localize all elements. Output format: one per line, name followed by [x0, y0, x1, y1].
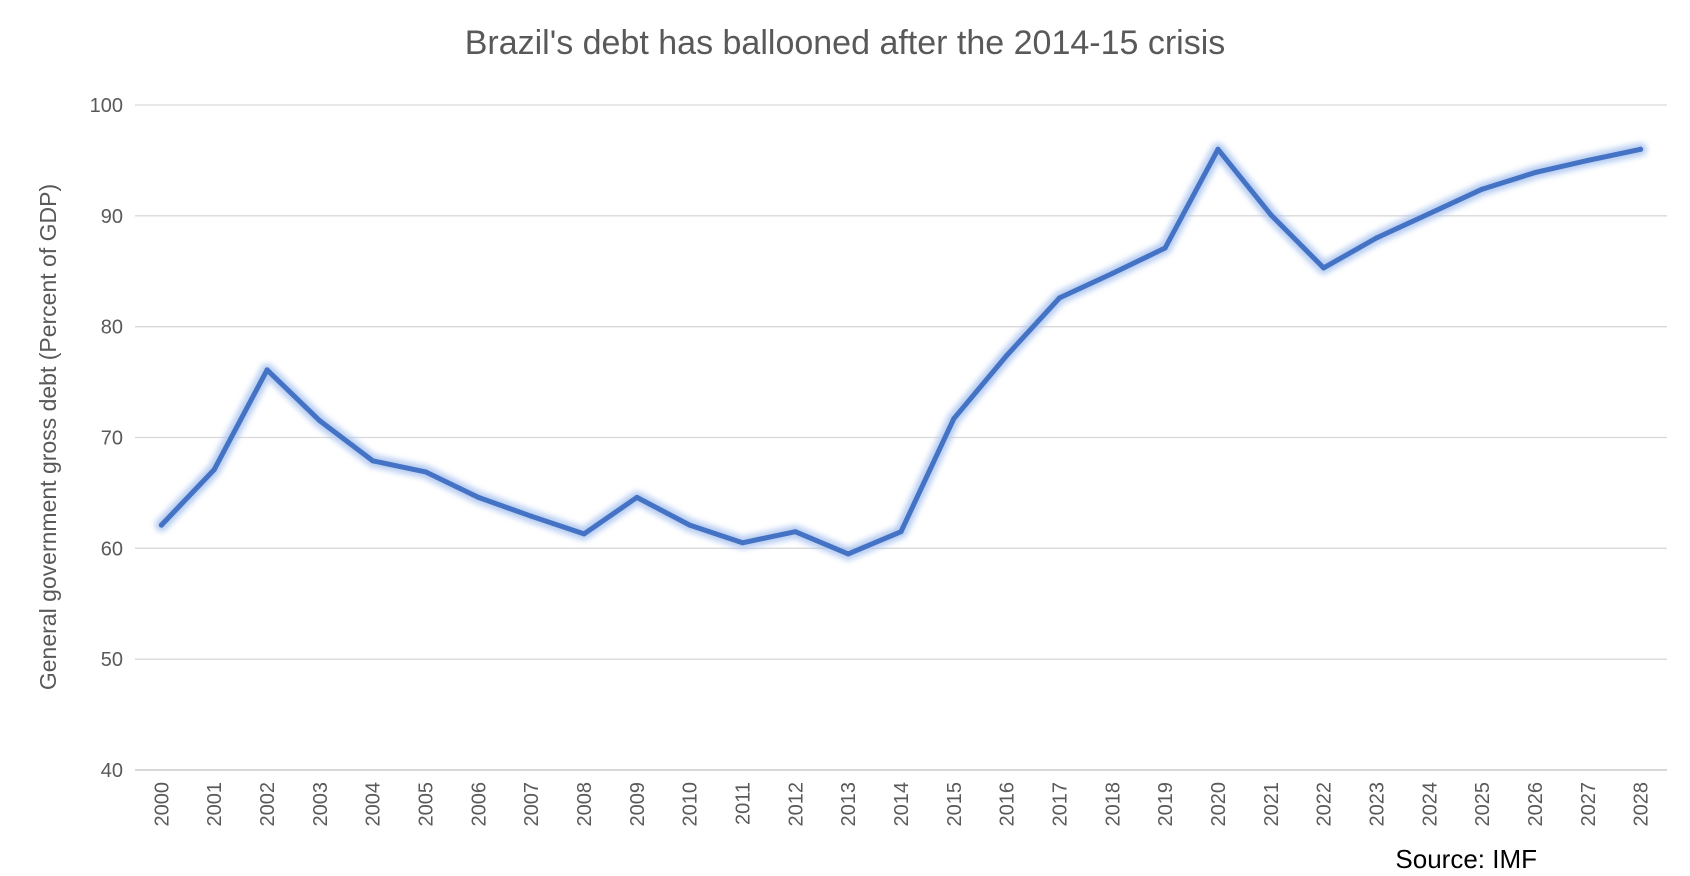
x-tick-label: 2021 — [1261, 782, 1283, 827]
data-point-2015 — [951, 416, 957, 422]
x-tick-label: 2016 — [997, 782, 1019, 827]
data-point-2011 — [740, 540, 745, 546]
series-line — [158, 146, 1644, 557]
series-layer — [154, 142, 1648, 561]
x-tick-label: 2028 — [1631, 782, 1653, 827]
x-tick-label: 2003 — [310, 782, 332, 827]
x-tick-label: 2013 — [838, 782, 860, 827]
x-tick-label: 2012 — [785, 782, 807, 827]
x-tick-label: 2005 — [416, 782, 438, 827]
data-point-2006 — [475, 494, 481, 500]
x-tick-label: 2007 — [521, 782, 543, 827]
source-annotation: Source: IMF — [1395, 844, 1537, 874]
data-point-2024 — [1426, 211, 1432, 217]
y-tick-label: 80 — [101, 317, 123, 339]
x-tick-label: 2018 — [1102, 782, 1124, 827]
y-axis-ticks: 40 50 60 70 80 90 100 — [90, 95, 123, 782]
data-point-2017 — [1057, 295, 1062, 301]
x-tick-label: 2025 — [1472, 782, 1494, 827]
x-tick-label: 2024 — [1419, 782, 1441, 827]
y-tick-label: 60 — [101, 538, 123, 560]
x-tick-label: 2008 — [574, 782, 596, 827]
x-tick-label: 2014 — [891, 782, 913, 827]
data-point-2026 — [1532, 170, 1538, 176]
x-tick-label: 2015 — [944, 782, 966, 827]
x-axis-ticks: 2000 2001 2002 2003 2004 2005 2006 2007 2008 2009… — [151, 782, 1652, 827]
data-point-2004 — [370, 458, 376, 464]
x-tick-label: 2002 — [257, 782, 279, 827]
y-tick-label: 100 — [90, 95, 123, 117]
data-point-2013 — [845, 551, 851, 557]
data-point-2014 — [898, 529, 904, 535]
data-point-2028 — [1638, 146, 1644, 152]
x-tick-label: 2004 — [363, 782, 385, 827]
data-point-2010 — [687, 522, 693, 528]
data-point-2025 — [1479, 186, 1485, 192]
x-tick-label: 2001 — [204, 782, 226, 827]
x-tick-label: 2009 — [627, 782, 649, 827]
x-tick-label: 2010 — [680, 782, 702, 827]
x-tick-label: 2006 — [468, 782, 490, 827]
data-point-2007 — [528, 513, 534, 519]
data-point-2012 — [792, 529, 798, 535]
data-point-2003 — [317, 418, 323, 424]
y-axis-title: General government gross debt (Percent o… — [35, 184, 61, 690]
x-tick-label: 2017 — [1049, 782, 1071, 827]
data-point-2005 — [423, 469, 429, 475]
gridlines — [135, 104, 1667, 771]
data-point-2008 — [581, 531, 587, 537]
data-point-2020 — [1215, 146, 1221, 152]
data-point-2023 — [1373, 235, 1379, 241]
x-tick-label: 2023 — [1366, 782, 1388, 827]
x-tick-label: 2022 — [1314, 782, 1336, 827]
data-point-2016 — [1004, 353, 1010, 358]
data-point-2018 — [1109, 271, 1115, 276]
data-point-2019 — [1162, 245, 1168, 251]
x-tick-label: 2019 — [1155, 782, 1177, 827]
y-tick-label: 40 — [101, 760, 123, 782]
x-tick-label: 2000 — [151, 782, 173, 827]
y-tick-label: 50 — [101, 649, 123, 671]
data-point-2001 — [211, 467, 217, 473]
data-point-2009 — [634, 494, 640, 500]
x-tick-label: 2027 — [1578, 782, 1600, 827]
y-tick-label: 90 — [101, 206, 123, 228]
data-point-2022 — [1321, 265, 1327, 271]
chart-title: Brazil's debt has ballooned after the 20… — [465, 24, 1226, 62]
data-point-2021 — [1268, 212, 1274, 218]
data-point-2000 — [158, 522, 164, 528]
x-tick-label: 2011 — [733, 782, 755, 825]
data-point-2002 — [264, 367, 270, 373]
data-point-2027 — [1585, 157, 1591, 163]
x-tick-label: 2020 — [1208, 782, 1230, 827]
series-line-glow — [154, 142, 1648, 561]
y-tick-label: 70 — [101, 428, 123, 450]
x-tick-label: 2026 — [1525, 782, 1547, 827]
